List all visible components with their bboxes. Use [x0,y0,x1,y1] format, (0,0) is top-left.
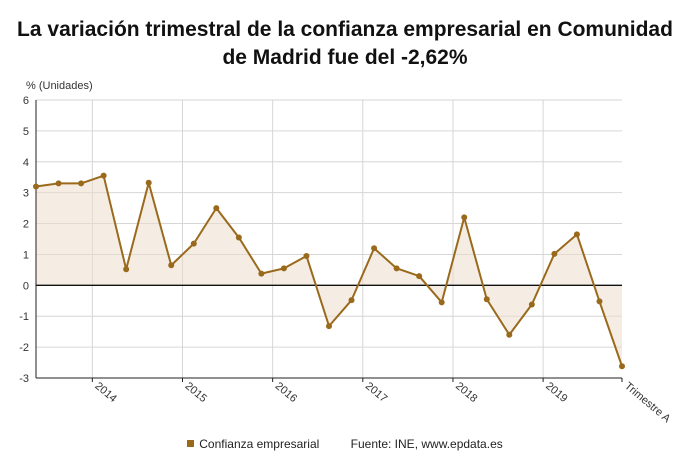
data-point [168,262,175,269]
data-point [573,231,580,238]
y-tick-label: 1 [23,249,29,261]
data-point [371,245,378,252]
y-tick-label: 4 [23,157,29,169]
legend: Confianza empresarial Fuente: INE, www.e… [0,437,690,451]
data-point [528,301,535,308]
legend-series-swatch [187,440,195,447]
series-area [36,175,622,367]
y-tick-label: 3 [23,188,29,200]
y-tick-label: -2 [19,342,29,354]
legend-source: Fuente: INE, www.epdata.es [350,437,503,451]
data-point [596,298,603,305]
y-tick-label: 6 [23,95,29,107]
chart-title: La variación trimestral de la confianza … [0,16,690,72]
data-point [393,265,400,272]
y-tick-label: 0 [23,280,29,292]
y-tick-label: -1 [19,311,29,323]
x-tick-label: 2018 [453,380,479,405]
y-axis-label: % (Unidades) [26,80,93,92]
data-point [33,183,39,190]
x-tick-label: 2016 [273,380,299,405]
data-point [280,265,287,272]
data-point [303,252,310,259]
data-point [483,296,490,303]
data-point [190,240,197,247]
data-point [100,172,107,179]
data-point [55,180,62,187]
data-point [123,266,130,273]
x-tick-label: 2017 [363,380,389,405]
data-point [461,214,468,221]
data-point [213,205,220,212]
legend-series: Confianza empresarial [187,437,319,451]
chart-title-line-2: de Madrid fue del -2,62% [222,46,468,69]
data-point [416,273,423,280]
data-point [348,297,355,304]
y-tick-label: 5 [23,126,29,138]
data-point [145,179,152,186]
x-tick-label: 2019 [543,380,569,405]
chart-title-line-1: La variación trimestral de la confianza … [17,18,673,41]
data-point [235,234,242,241]
data-point [78,180,85,187]
y-tick-label: -3 [19,373,29,385]
data-point [551,250,558,257]
x-tick-label: 2015 [183,380,209,405]
data-point [326,323,332,330]
y-tick-label: 2 [23,219,29,231]
x-tick-label: Trimestre A [622,380,673,426]
data-point [506,331,513,338]
data-point [619,363,625,370]
x-tick-label: 2014 [92,380,118,405]
data-point [258,270,265,277]
legend-series-label: Confianza empresarial [199,437,320,451]
data-point [438,299,445,306]
